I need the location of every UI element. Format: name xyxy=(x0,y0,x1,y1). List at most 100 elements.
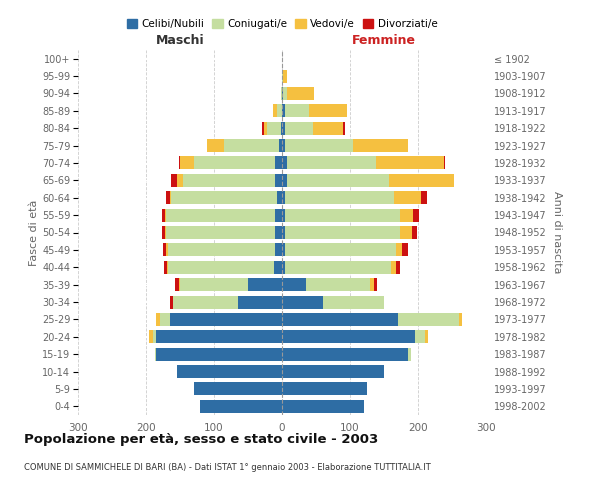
Bar xyxy=(194,382,282,396)
Bar xyxy=(391,260,396,274)
Bar xyxy=(283,87,287,100)
Bar xyxy=(400,208,413,222)
Bar xyxy=(281,122,282,134)
Bar xyxy=(413,208,419,222)
Bar xyxy=(286,139,353,152)
Bar xyxy=(165,208,166,222)
Bar xyxy=(370,278,374,291)
Bar xyxy=(161,226,165,239)
Bar xyxy=(171,174,176,187)
Bar xyxy=(275,244,282,256)
Bar xyxy=(170,191,171,204)
Bar xyxy=(149,330,153,344)
Bar xyxy=(262,122,263,134)
Bar xyxy=(282,70,283,82)
Legend: Celibi/Nubili, Coniugati/e, Vedovi/e, Divorziati/e: Celibi/Nubili, Coniugati/e, Vedovi/e, Di… xyxy=(122,15,442,34)
Text: COMUNE DI SAMMICHELE DI BARI (BA) - Dati ISTAT 1° gennaio 2003 - Elaborazione TU: COMUNE DI SAMMICHELE DI BARI (BA) - Dati… xyxy=(24,462,431,471)
Bar xyxy=(389,174,454,187)
Bar xyxy=(171,191,277,204)
Bar xyxy=(184,174,275,187)
Text: Maschi: Maschi xyxy=(155,34,205,46)
Bar xyxy=(398,313,459,326)
Bar xyxy=(274,260,282,274)
Bar xyxy=(176,365,282,378)
Bar xyxy=(267,122,281,134)
Bar xyxy=(287,87,314,100)
Bar xyxy=(155,348,156,360)
Bar xyxy=(169,260,274,274)
Bar xyxy=(153,330,156,344)
Bar xyxy=(396,260,400,274)
Bar xyxy=(282,365,384,378)
Bar xyxy=(282,244,286,256)
Bar xyxy=(281,87,282,100)
Bar xyxy=(166,226,275,239)
Bar xyxy=(286,191,394,204)
Bar xyxy=(282,226,286,239)
Bar xyxy=(282,348,408,360)
Bar xyxy=(248,278,282,291)
Bar xyxy=(376,156,444,170)
Bar xyxy=(167,260,169,274)
Bar xyxy=(283,70,287,82)
Text: Popolazione per età, sesso e stato civile - 2003: Popolazione per età, sesso e stato civil… xyxy=(24,432,378,446)
Bar xyxy=(282,330,415,344)
Bar xyxy=(287,174,389,187)
Bar xyxy=(179,156,180,170)
Bar xyxy=(282,87,283,100)
Bar xyxy=(415,330,425,344)
Bar xyxy=(286,226,400,239)
Bar xyxy=(176,174,184,187)
Bar xyxy=(282,313,398,326)
Bar xyxy=(323,296,384,308)
Bar xyxy=(224,139,278,152)
Bar xyxy=(278,139,282,152)
Bar xyxy=(156,313,160,326)
Bar xyxy=(282,296,323,308)
Bar xyxy=(175,278,179,291)
Bar xyxy=(194,156,275,170)
Bar xyxy=(163,244,166,256)
Bar xyxy=(156,348,282,360)
Bar xyxy=(160,313,170,326)
Bar xyxy=(170,296,173,308)
Bar xyxy=(353,139,408,152)
Bar xyxy=(161,208,165,222)
Bar xyxy=(170,313,282,326)
Bar xyxy=(275,156,282,170)
Bar xyxy=(207,139,224,152)
Bar xyxy=(282,139,286,152)
Bar xyxy=(400,226,412,239)
Bar xyxy=(179,278,180,291)
Bar xyxy=(275,208,282,222)
Bar xyxy=(200,400,282,413)
Bar xyxy=(282,122,286,134)
Bar xyxy=(374,278,377,291)
Bar xyxy=(282,260,286,274)
Bar xyxy=(238,296,282,308)
Bar xyxy=(395,244,403,256)
Bar xyxy=(164,260,167,274)
Bar xyxy=(282,400,364,413)
Bar xyxy=(286,208,400,222)
Bar xyxy=(166,208,275,222)
Bar xyxy=(286,244,395,256)
Bar xyxy=(282,278,306,291)
Bar xyxy=(282,191,286,204)
Bar xyxy=(444,156,445,170)
Bar xyxy=(173,296,238,308)
Bar xyxy=(394,191,421,204)
Bar xyxy=(425,330,428,344)
Text: Femmine: Femmine xyxy=(352,34,416,46)
Bar xyxy=(166,244,168,256)
Bar xyxy=(263,122,267,134)
Bar xyxy=(277,104,282,118)
Bar xyxy=(275,226,282,239)
Bar xyxy=(306,278,370,291)
Bar xyxy=(273,104,277,118)
Bar xyxy=(282,174,287,187)
Bar xyxy=(282,156,287,170)
Bar xyxy=(286,104,309,118)
Bar xyxy=(287,156,376,170)
Bar xyxy=(277,191,282,204)
